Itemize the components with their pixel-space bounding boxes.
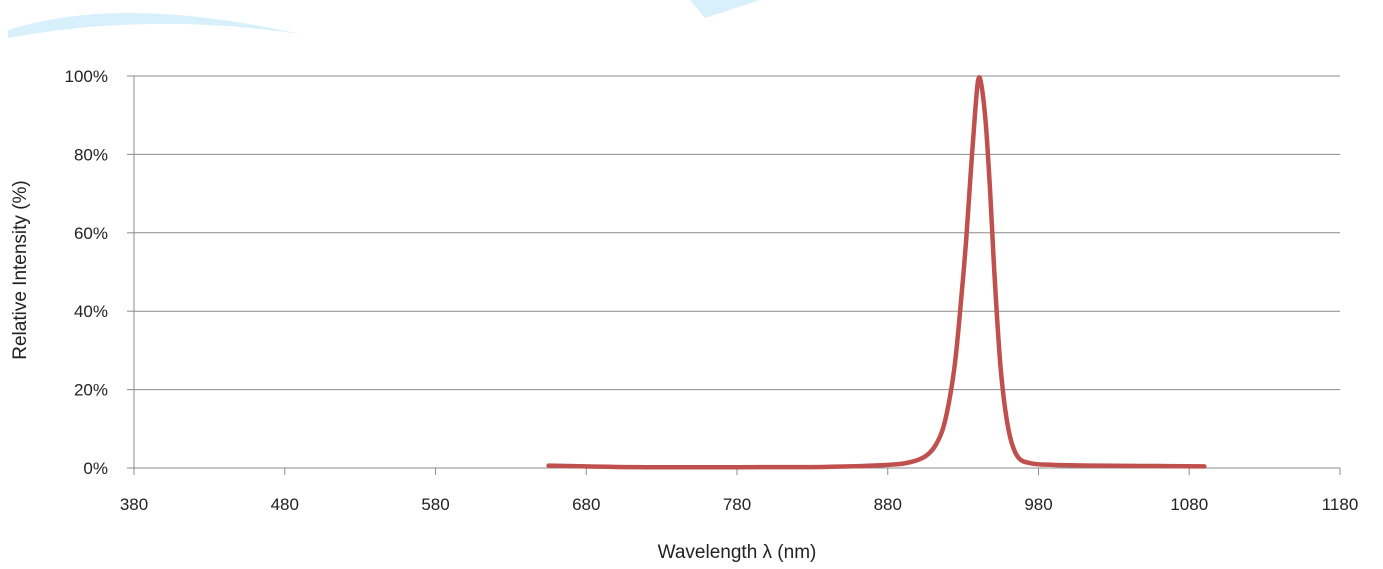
x-tick-label-680: 680: [572, 495, 600, 514]
series-line-0: [546, 75, 1207, 470]
x-tick-label-380: 380: [120, 495, 148, 514]
x-tick-label-1180: 1180: [1322, 495, 1359, 514]
x-tick-labels: 380 480 580 680 780 880 980 1080 1180: [120, 495, 1358, 514]
x-tick-label-980: 980: [1024, 495, 1052, 514]
series-layer: [546, 75, 1207, 470]
x-tick-label-780: 780: [723, 495, 751, 514]
y-tick-label-60: 60%: [74, 224, 108, 243]
x-tick-label-880: 880: [874, 495, 902, 514]
y-tick-label-100: 100%: [65, 67, 108, 86]
x-tick-label-1080: 1080: [1170, 495, 1208, 514]
axes: [127, 75, 1341, 475]
header-decoration: [8, 0, 760, 38]
x-tick-label-580: 580: [421, 495, 449, 514]
decor-swoosh-left: [8, 12, 300, 38]
x-tick-label-480: 480: [271, 495, 299, 514]
y-tick-labels: 0% 20% 40% 60% 80% 100%: [65, 67, 108, 478]
decor-swoosh-right: [690, 0, 760, 18]
gridlines: [134, 75, 1340, 391]
y-tick-label-80: 80%: [74, 145, 108, 164]
y-tick-label-40: 40%: [74, 302, 108, 321]
x-axis-title: Wavelength λ (nm): [658, 542, 817, 563]
y-tick-label-20: 20%: [74, 381, 108, 400]
y-axis-title: Relative Intensity (%): [10, 180, 31, 360]
y-tick-label-0: 0%: [83, 459, 108, 478]
